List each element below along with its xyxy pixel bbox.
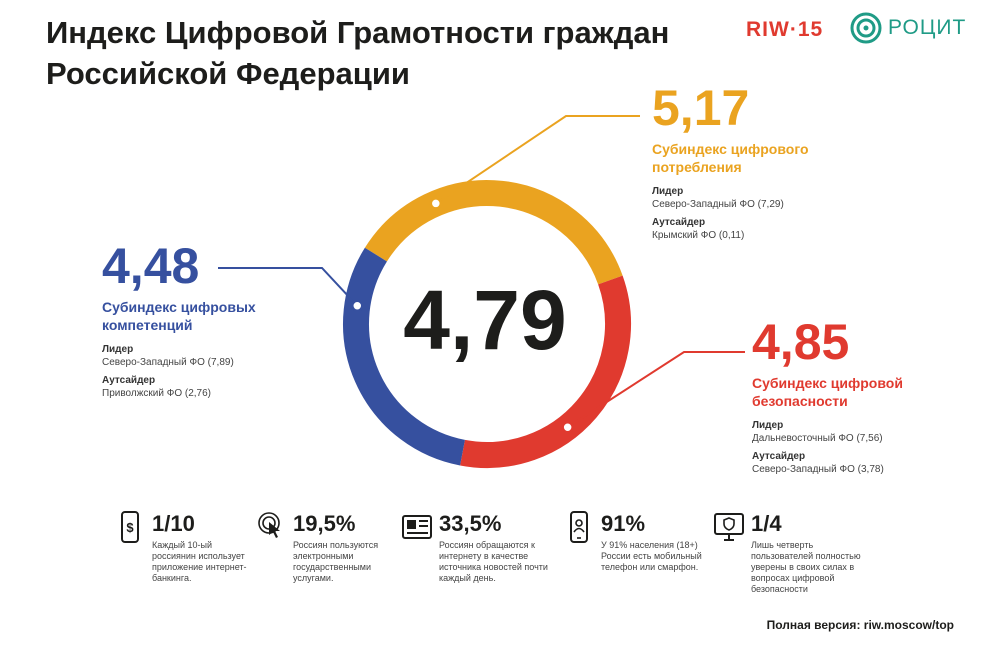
subindex-consumption-outsider: Крымский ФО (0,11)	[652, 230, 745, 241]
mobile-user-icon	[570, 511, 588, 543]
subindex-consumption-leader: Северо-Западный ФО (7,29)	[652, 199, 784, 210]
rocit-logo-text: РОЦИТ	[888, 16, 967, 39]
subindex-security-leader: Дальневосточный ФО (7,56)	[752, 433, 883, 444]
leader-line-1	[567, 351, 745, 429]
rocit-emblem-icon	[850, 12, 882, 44]
subindex-security-outsider-label: Аутсайдер	[752, 451, 806, 462]
subindex-consumption-leader-label: Лидер	[652, 186, 684, 197]
donut-segment-0	[364, 180, 623, 285]
overall-index-value: 4,79	[403, 273, 567, 367]
phone-banking-icon: $	[121, 511, 139, 543]
subindex-competence-leader: Северо-Западный ФО (7,89)	[102, 357, 234, 368]
leader-dot-2	[351, 299, 364, 313]
stat-value: 33,5%	[439, 511, 502, 536]
stat-description: У 91% населения (18+) России есть мобиль…	[601, 540, 702, 572]
stat-description: Россиян обращаются к интернету в качеств…	[439, 540, 548, 583]
stat-description: Россиян пользуются электронными государс…	[293, 540, 379, 583]
leader-dot-0	[429, 197, 443, 210]
subindex-security-leader-label: Лидер	[752, 420, 784, 431]
svg-text:$: $	[126, 520, 134, 535]
subindex-consumption-name: Субиндекс цифрового потребления	[652, 141, 809, 175]
page-title: Индекс Цифровой Грамотности граждан Росс…	[46, 15, 670, 91]
subindex-consumption-value: 5,17	[652, 80, 750, 136]
subindex-competence-leader-label: Лидер	[102, 344, 134, 355]
subindex-competence-name: Субиндекс цифровых компетенций	[102, 299, 256, 333]
subindex-competence-outsider-label: Аутсайдер	[102, 375, 156, 386]
subindex-consumption-outsider-label: Аутсайдер	[652, 217, 706, 228]
stat-description: Лишь четверть пользователей полностью ув…	[751, 540, 861, 594]
donut-segment-1	[460, 275, 631, 468]
subindex-security-name: Субиндекс цифровой безопасности	[752, 375, 903, 409]
subindex-consumption: 5,17 Субиндекс цифрового потребления Лид…	[652, 82, 872, 242]
leader-line-2	[218, 267, 359, 307]
subindex-security-value: 4,85	[752, 314, 850, 370]
stat-value: 19,5%	[293, 511, 356, 536]
donut-segment-2	[343, 247, 466, 466]
subindex-competence-outsider: Приволжский ФО (2,76)	[102, 388, 212, 399]
riw-logo: RIW·15	[746, 18, 824, 41]
leader-line-0	[435, 115, 640, 205]
stat-value: 1/10	[152, 511, 195, 536]
newspaper-icon	[402, 515, 432, 539]
stat-value: 1/4	[751, 511, 782, 536]
leader-dot-1	[561, 420, 574, 434]
subindex-security: 4,85 Субиндекс цифровой безопасности Лид…	[752, 316, 972, 476]
subindex-security-outsider: Северо-Западный ФО (3,78)	[752, 464, 884, 475]
full-version-link[interactable]: Полная версия: riw.moscow/top	[766, 618, 954, 632]
touch-gesture-icon	[258, 512, 280, 538]
subindex-competence-value: 4,48	[102, 238, 200, 294]
stat-value: 91%	[601, 511, 646, 536]
stat-description: Каждый 10-ый россиянин использует прилож…	[152, 540, 247, 583]
rocit-logo: РОЦИТ	[850, 12, 966, 44]
security-monitor-icon	[714, 513, 744, 541]
subindex-competence: 4,48 Субиндекс цифровых компетенций Лиде…	[102, 240, 322, 400]
